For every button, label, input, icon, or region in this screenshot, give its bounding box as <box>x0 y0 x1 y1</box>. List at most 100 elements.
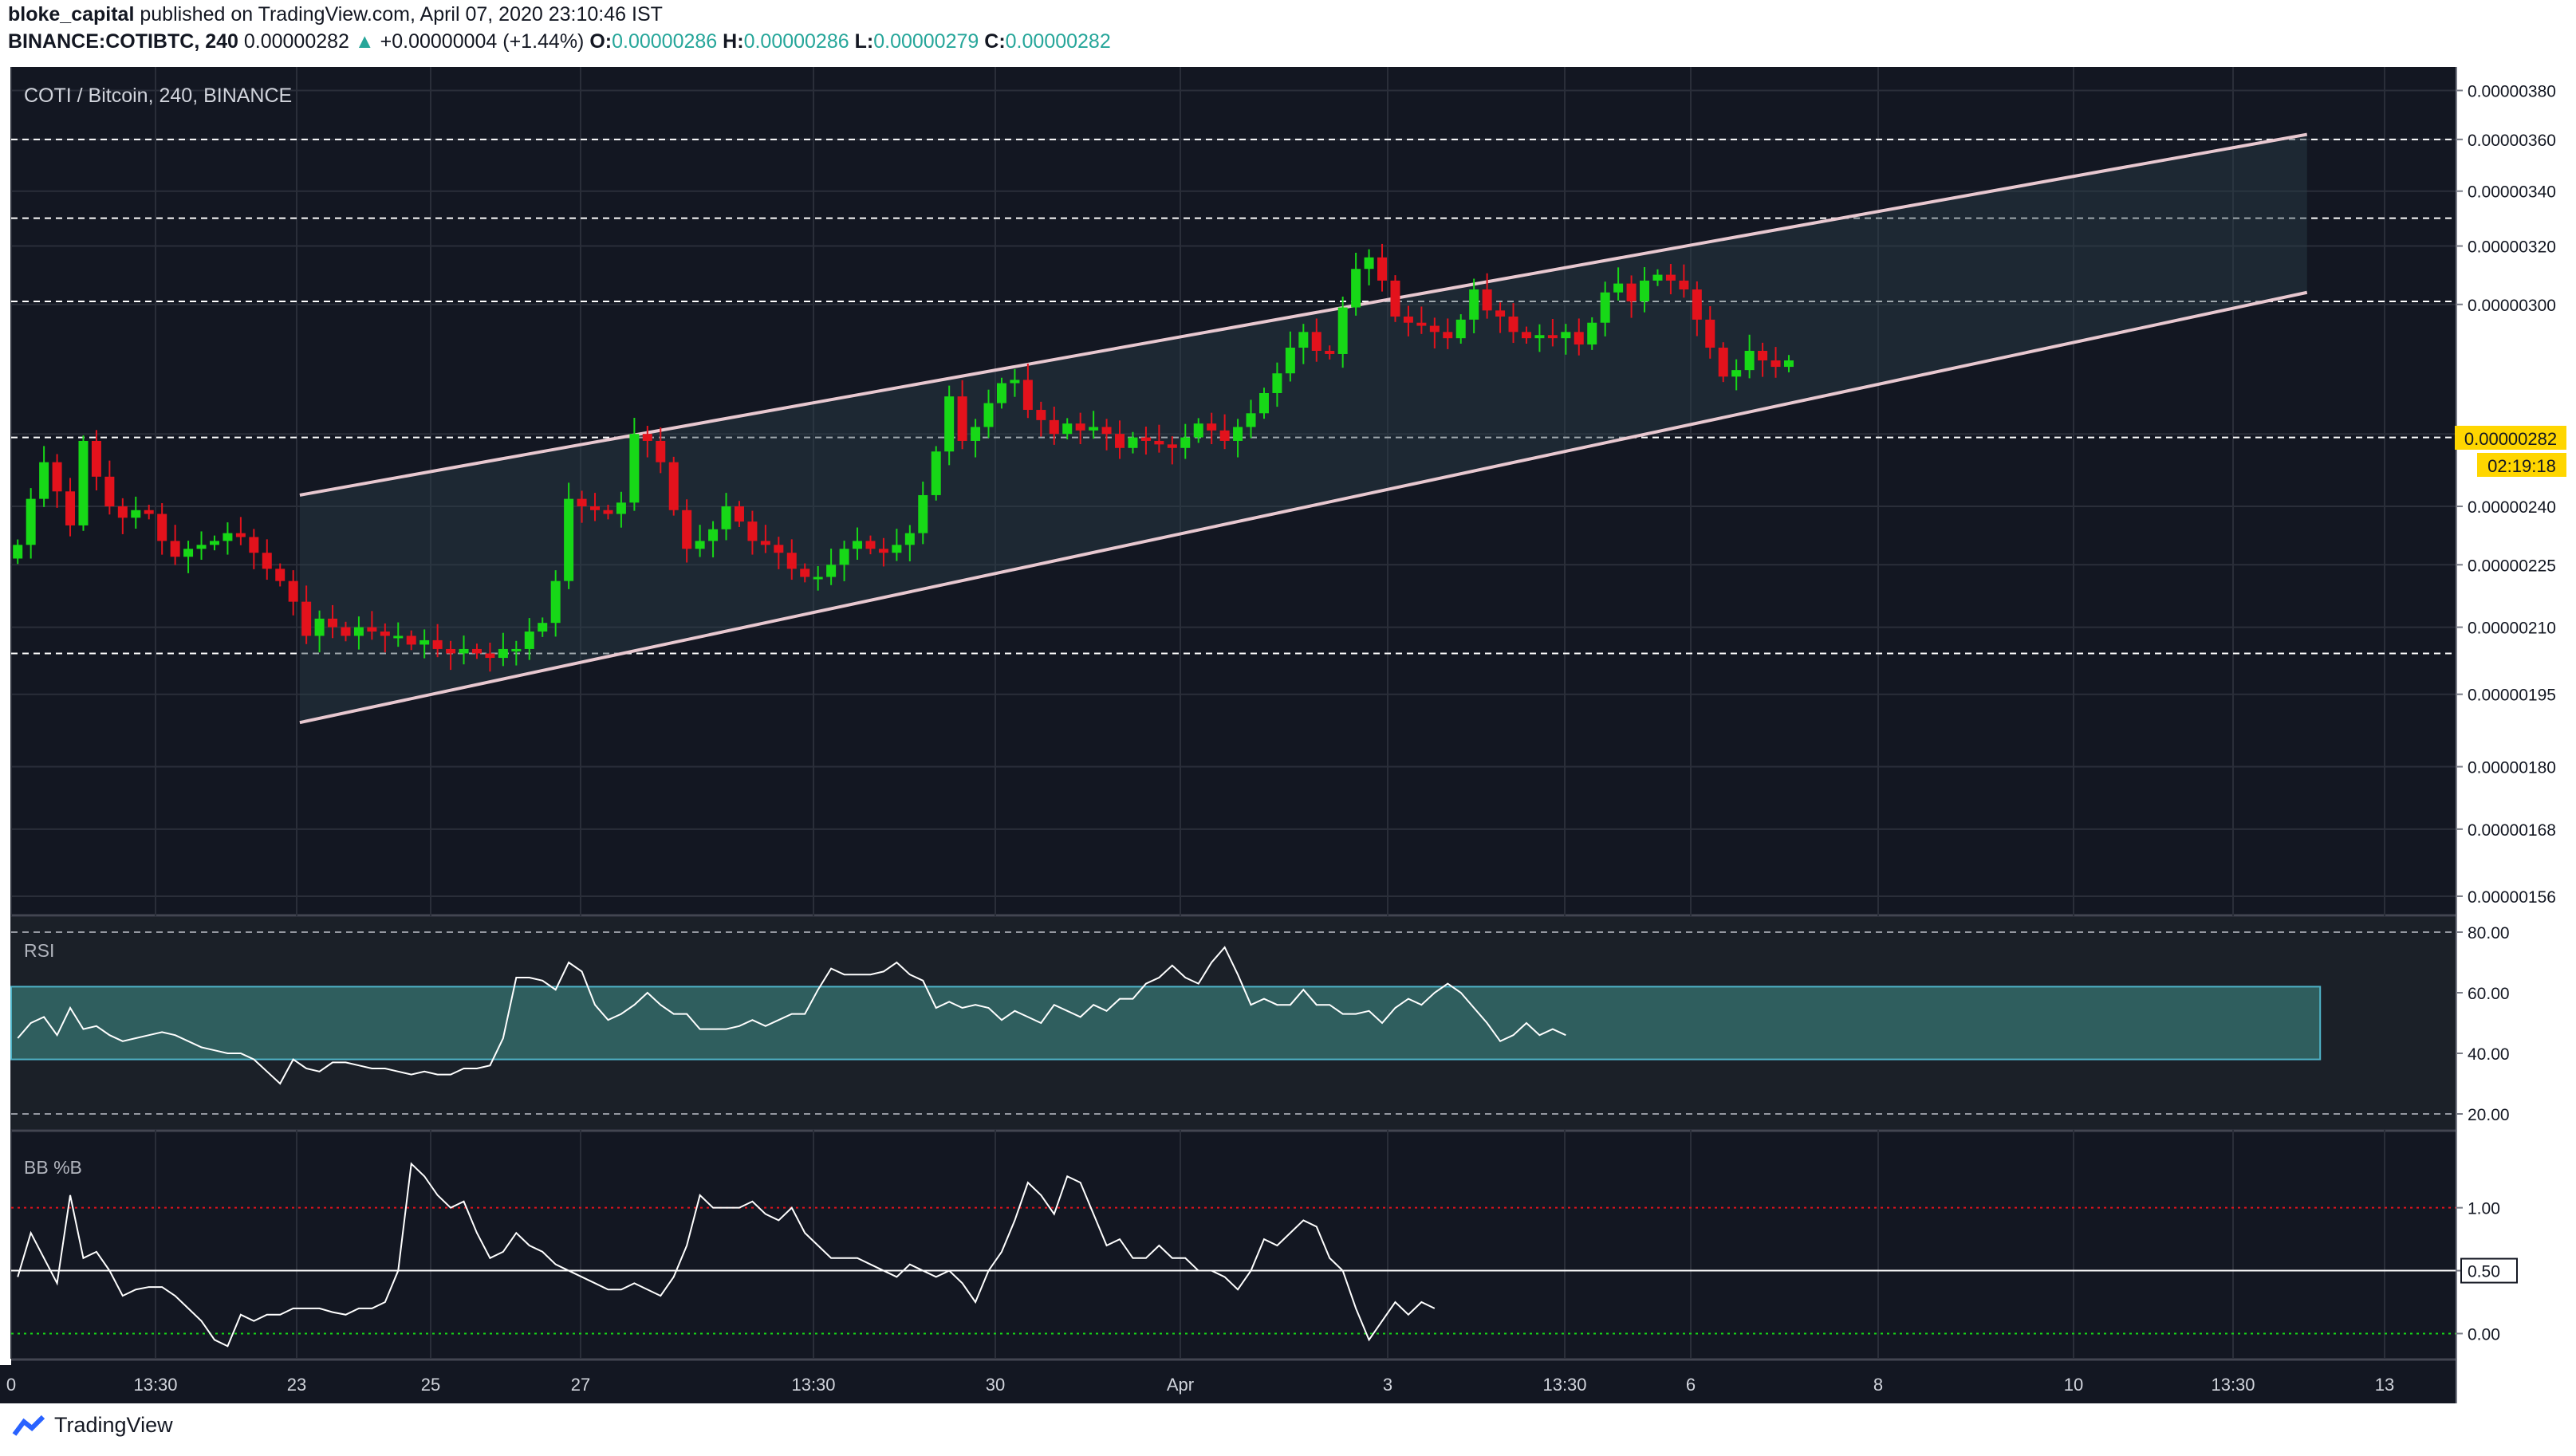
candle <box>983 389 994 439</box>
candle-body <box>511 648 522 651</box>
candle <box>498 632 508 667</box>
candle <box>1626 275 1637 318</box>
candle <box>1640 267 1650 313</box>
candle <box>301 585 312 644</box>
candle-body <box>786 553 797 569</box>
candle-body <box>1311 332 1321 351</box>
candle <box>1600 281 1610 336</box>
candle-body <box>223 533 233 541</box>
candle-body <box>971 427 981 441</box>
candle <box>1219 414 1230 450</box>
last-price: 0.00000282 <box>243 30 349 53</box>
candle <box>1377 243 1388 292</box>
candle-body <box>892 545 902 553</box>
candle <box>734 501 744 527</box>
candle-body <box>1600 292 1610 323</box>
rsi-line <box>17 946 1566 1085</box>
candle <box>183 541 194 573</box>
candle <box>1246 399 1256 439</box>
candle-body <box>1718 348 1728 377</box>
candle <box>603 504 613 520</box>
candle <box>564 482 574 589</box>
candle-body <box>1062 423 1073 435</box>
tradingview-logo-icon <box>12 1415 45 1436</box>
candle-body <box>603 510 613 514</box>
candle-body <box>1429 325 1440 333</box>
candle <box>918 482 928 545</box>
candle <box>1429 317 1440 348</box>
candle-body <box>656 440 666 462</box>
candle-body <box>1390 280 1400 317</box>
candle <box>682 499 692 563</box>
price-tick-label: 0.00000380 <box>2468 82 2556 100</box>
candle-body <box>380 632 390 636</box>
bb-mid-tag <box>2460 1257 2518 1284</box>
candle-body <box>760 541 770 545</box>
time-axis-bg <box>0 1365 2456 1403</box>
price-change: +0.00000004 (+1.44%) <box>380 30 585 53</box>
rsi-tick-label: 60.00 <box>2468 985 2510 1003</box>
candle <box>1561 324 1571 355</box>
candle-body <box>1416 322 1427 326</box>
candle-body <box>1089 427 1099 431</box>
candle-body <box>1534 335 1545 339</box>
candle <box>1075 412 1085 444</box>
time-tick-label: 13 <box>2375 1375 2394 1395</box>
candle-body <box>1325 350 1335 354</box>
high-value: 0.00000286 <box>743 30 849 53</box>
time-tick-label: 10 <box>2064 1375 2083 1395</box>
candle-body <box>826 565 837 577</box>
author-name[interactable]: bloke_capital <box>8 3 135 26</box>
candle-body <box>288 580 298 602</box>
candle-body <box>1705 319 1715 348</box>
candle-body <box>550 580 561 624</box>
candle <box>223 522 233 555</box>
candle <box>13 539 23 565</box>
candle <box>1455 314 1466 344</box>
candle <box>1771 347 1781 378</box>
tradingview-brand[interactable]: TradingView <box>11 1413 173 1438</box>
candle <box>708 521 719 558</box>
candle <box>26 488 36 559</box>
candle-body <box>117 506 128 518</box>
time-tick-label: 8 <box>1873 1375 1883 1395</box>
time-tick-label: 13:30 <box>133 1375 177 1395</box>
price-tick-label: 0.00000300 <box>2468 297 2556 315</box>
candle <box>117 498 128 534</box>
candle <box>65 478 76 537</box>
candle <box>1665 264 1676 295</box>
candle <box>1258 388 1269 419</box>
time-tick-label: 30 <box>986 1375 1005 1395</box>
candle <box>878 537 888 567</box>
candle <box>1692 281 1702 336</box>
candle-body <box>1758 350 1768 361</box>
candle-body <box>616 502 626 514</box>
candle <box>892 529 902 561</box>
candle-body <box>996 383 1006 403</box>
candle <box>1744 334 1755 379</box>
candle <box>642 426 652 458</box>
price-tick-label: 0.00000168 <box>2468 821 2556 840</box>
candle <box>446 640 456 671</box>
candle-body <box>249 537 259 553</box>
candle <box>786 539 797 580</box>
candle-body <box>393 636 404 639</box>
chart-canvas[interactable]: 0 13:30 23 25 27 13:30 30 Apr 3 13:30 6 8 10 13:30 13 0… <box>0 67 2576 1403</box>
candle-body <box>1049 419 1059 435</box>
candle-body <box>1075 423 1085 431</box>
candle <box>931 446 941 501</box>
candle-body <box>944 396 955 452</box>
candle-body <box>1561 332 1571 339</box>
candle-body <box>353 627 364 636</box>
candle <box>104 460 115 515</box>
candle <box>1101 419 1112 451</box>
time-tick-label: 3 <box>1383 1375 1392 1395</box>
symbol-label: BINANCE:COTIBTC, 240 <box>8 30 238 53</box>
rsi-tick-label: 80.00 <box>2468 924 2510 942</box>
candle <box>971 419 981 458</box>
price-tick-label: 0.00000340 <box>2468 183 2556 202</box>
time-tick-label: 13:30 <box>1542 1375 1586 1395</box>
candle <box>419 629 430 659</box>
candle <box>695 525 705 557</box>
candle-body <box>1640 280 1650 301</box>
